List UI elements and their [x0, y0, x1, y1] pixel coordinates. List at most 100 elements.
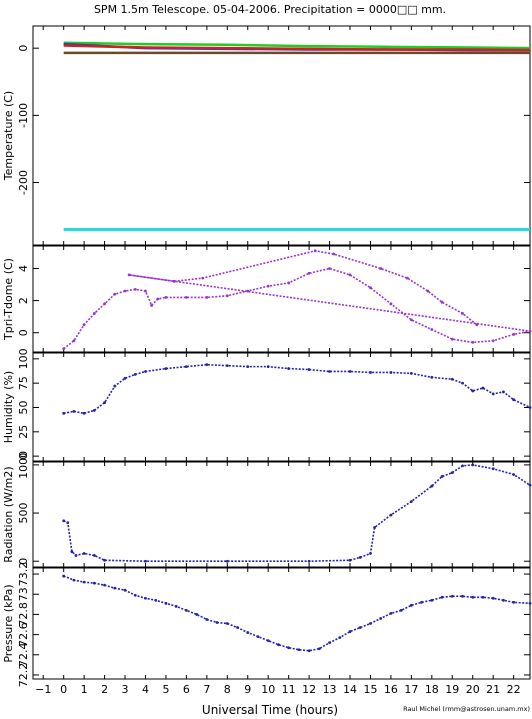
data-point: [123, 289, 127, 293]
data-point: [389, 302, 393, 306]
data-point: [409, 500, 413, 503]
x-tick-label: 17: [404, 683, 418, 696]
data-point: [409, 318, 413, 322]
data-point: [156, 297, 160, 301]
data-point: [113, 586, 117, 590]
data-point: [491, 339, 495, 343]
panel-frame: [32, 461, 531, 568]
data-point: [144, 289, 147, 293]
data-point: [461, 312, 464, 315]
data-point: [409, 372, 413, 375]
data-point: [287, 367, 291, 370]
data-point: [307, 649, 311, 653]
data-point: [502, 598, 505, 602]
data-point: [332, 252, 336, 256]
data-point: [103, 583, 106, 587]
series-trace: [63, 575, 531, 652]
y-tick-label: 100: [17, 348, 30, 369]
data-point: [164, 295, 168, 299]
data-point: [225, 364, 229, 368]
data-point: [512, 332, 516, 336]
data-point: [369, 371, 372, 374]
data-point: [338, 636, 342, 640]
data-point: [72, 339, 76, 343]
data-point: [184, 608, 188, 612]
x-tick-label: 13: [323, 683, 337, 696]
data-point: [440, 475, 444, 478]
data-point: [74, 554, 78, 557]
data-point: [450, 337, 454, 341]
panel-frame: [32, 245, 531, 353]
data-point: [144, 559, 147, 563]
data-point: [328, 641, 331, 645]
data-point: [164, 367, 168, 370]
panel-frame: [32, 567, 531, 680]
credit-text: Raul Michel (rmm@astrosen.unam.mx): [403, 705, 530, 713]
data-point: [256, 635, 260, 639]
data-point: [475, 323, 479, 327]
temperature-series-line: [63, 44, 531, 52]
data-point: [92, 581, 96, 585]
data-point: [62, 574, 66, 578]
data-point: [471, 595, 475, 599]
y-axis-label: Humidity (%): [2, 371, 15, 443]
y-tick-label: 75: [17, 376, 30, 390]
data-point: [287, 281, 291, 285]
x-tick-label: 22: [507, 683, 521, 696]
y-tick-label: 0: [17, 453, 30, 460]
x-axis: −1 0 1 2 3 4 5 6 7 8 9 10 11 12 13 14 15 16 17 18 19 20 21 22: [35, 683, 521, 696]
data-point: [184, 295, 188, 299]
data-point: [348, 370, 352, 373]
y-axis-label: Temperature (C): [2, 91, 15, 181]
y-axis-label: Tpri-Tdome (C): [2, 258, 15, 341]
data-point: [369, 552, 372, 555]
y-tick-label: 25: [17, 425, 30, 439]
data-point: [317, 647, 321, 651]
data-point: [430, 328, 434, 331]
y-tick-label: 0: [17, 329, 30, 336]
data-point: [405, 276, 409, 280]
data-point: [399, 608, 403, 612]
data-point: [369, 622, 372, 625]
x-tick-label: 19: [445, 683, 459, 696]
x-tick-label: 18: [425, 683, 439, 696]
data-point: [246, 365, 250, 369]
data-point: [491, 596, 495, 600]
data-point: [358, 626, 362, 629]
y-axis-label: Pressure (kPa): [2, 584, 15, 662]
y-tick-label: 73.2: [17, 562, 30, 587]
data-point: [195, 613, 199, 616]
y-tick-label: 72.6: [17, 622, 30, 647]
y-axis-label: Radiation (W/m2): [2, 466, 15, 562]
series-trace: [63, 464, 531, 563]
data-point: [471, 389, 475, 393]
data-point: [123, 588, 127, 592]
data-point: [512, 473, 516, 476]
data-point: [225, 559, 229, 563]
data-point: [113, 384, 117, 388]
x-tick-label: 1: [81, 683, 88, 696]
data-point: [307, 271, 311, 275]
data-point: [440, 595, 444, 599]
data-point: [528, 601, 532, 605]
x-tick-label: 11: [282, 683, 296, 696]
data-point: [144, 596, 147, 600]
data-point: [328, 267, 331, 270]
data-point: [430, 484, 434, 488]
y-tick-label: 4: [17, 265, 30, 272]
data-point: [236, 626, 239, 629]
data-point: [389, 371, 393, 374]
x-tick-label: 14: [343, 683, 357, 696]
data-point: [528, 329, 532, 333]
data-point: [348, 273, 352, 277]
x-tick-label: 0: [60, 683, 67, 696]
data-point: [72, 409, 76, 413]
x-axis-label: Universal Time (hours): [202, 703, 338, 717]
data-point: [266, 365, 270, 369]
data-point: [82, 580, 86, 584]
data-point: [313, 249, 317, 253]
